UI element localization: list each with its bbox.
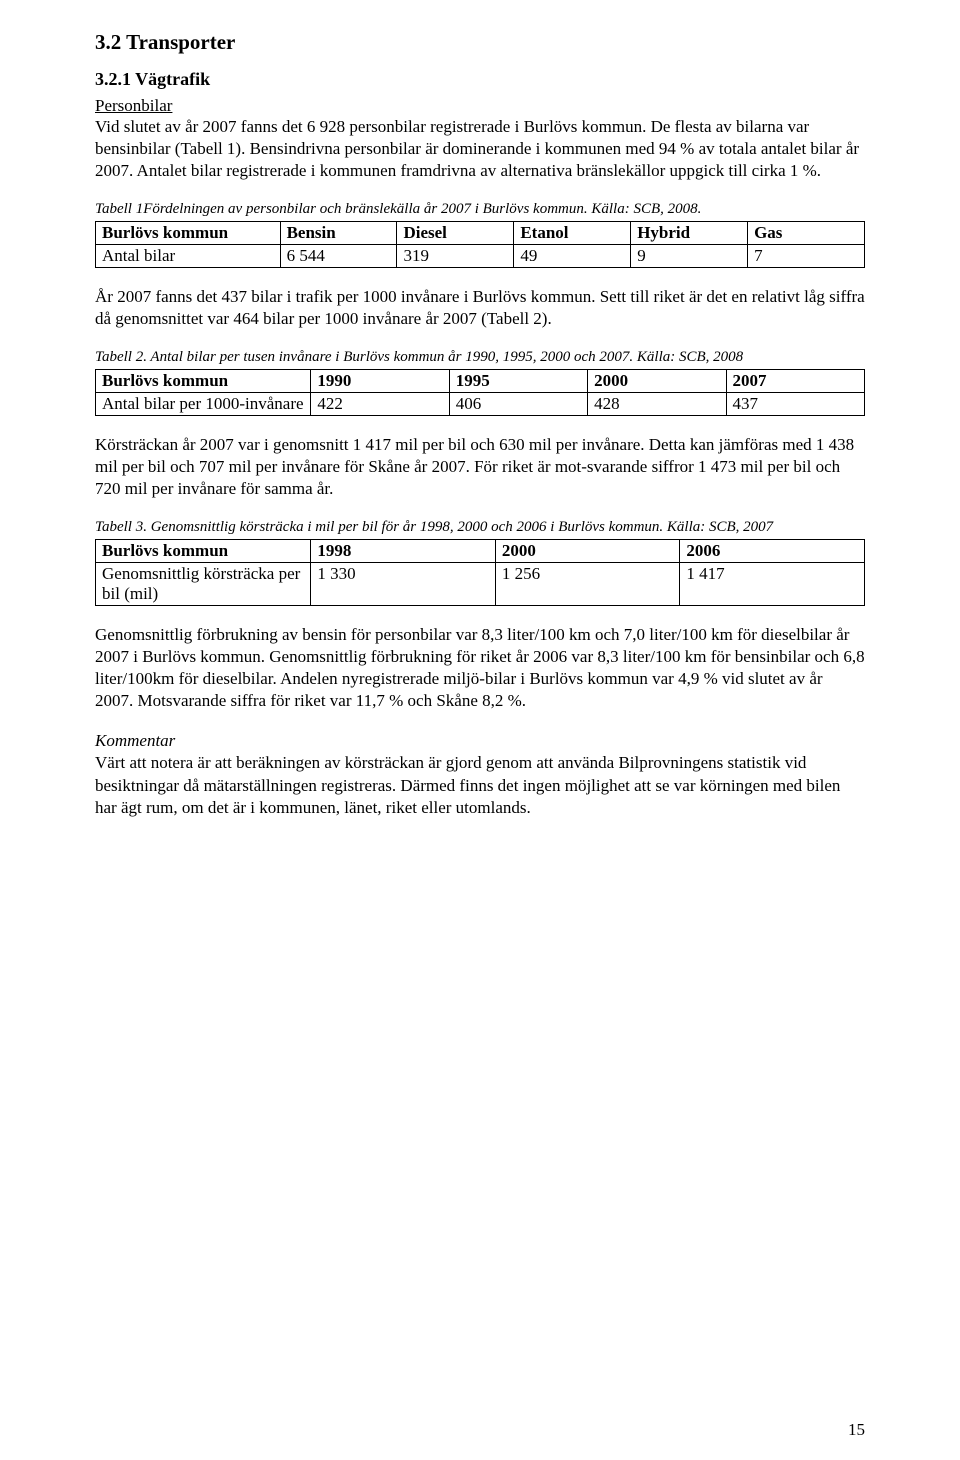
table-row-label: Genomsnittlig körsträcka per bil (mil) xyxy=(96,563,311,606)
table-header-cell: 1998 xyxy=(311,540,496,563)
table-header-cell: Etanol xyxy=(514,222,631,245)
table-header-cell: Diesel xyxy=(397,222,514,245)
paragraph-3: Körsträckan år 2007 var i genomsnitt 1 4… xyxy=(95,434,865,500)
table-cell: 406 xyxy=(449,392,587,415)
table-header-cell: Hybrid xyxy=(631,222,748,245)
table-cell: 1 256 xyxy=(495,563,680,606)
table-header-cell: Burlövs kommun xyxy=(96,222,281,245)
table-header-cell: 1990 xyxy=(311,369,449,392)
table-header-cell: Burlövs kommun xyxy=(96,540,311,563)
table-header-cell: Gas xyxy=(748,222,865,245)
intro-paragraph: Vid slutet av år 2007 fanns det 6 928 pe… xyxy=(95,116,865,182)
page-number: 15 xyxy=(848,1420,865,1440)
section-title: 3.2 Transporter xyxy=(95,30,865,55)
table-row-label: Antal bilar xyxy=(96,245,281,268)
table-header-cell: 1995 xyxy=(449,369,587,392)
kommentar: Kommentar Värt att notera är att beräkni… xyxy=(95,730,865,818)
paragraph-2: År 2007 fanns det 437 bilar i trafik per… xyxy=(95,286,865,330)
table-cell: 319 xyxy=(397,245,514,268)
table1: Burlövs kommunBensinDieselEtanolHybridGa… xyxy=(95,221,865,268)
kommentar-heading: Kommentar xyxy=(95,731,175,750)
table1-caption: Tabell 1Fördelningen av personbilar och … xyxy=(95,200,865,219)
table-cell: 49 xyxy=(514,245,631,268)
table3: Burlövs kommun199820002006 Genomsnittlig… xyxy=(95,539,865,606)
table-header-cell: 2007 xyxy=(726,369,864,392)
table-cell: 428 xyxy=(588,392,726,415)
table2-caption: Tabell 2. Antal bilar per tusen invånare… xyxy=(95,348,865,367)
table-cell: 9 xyxy=(631,245,748,268)
table-cell: 1 417 xyxy=(680,563,865,606)
personbilar-heading: Personbilar xyxy=(95,96,865,116)
table-header-cell: Burlövs kommun xyxy=(96,369,311,392)
paragraph-4: Genomsnittlig förbrukning av bensin för … xyxy=(95,624,865,712)
subsection-title: 3.2.1 Vägtrafik xyxy=(95,69,865,90)
table2: Burlövs kommun1990199520002007 Antal bil… xyxy=(95,369,865,416)
table-header-cell: 2000 xyxy=(495,540,680,563)
kommentar-body: Värt att notera är att beräkningen av kö… xyxy=(95,753,840,816)
table-cell: 6 544 xyxy=(280,245,397,268)
table-cell: 7 xyxy=(748,245,865,268)
table-header-cell: 2000 xyxy=(588,369,726,392)
table-header-cell: Bensin xyxy=(280,222,397,245)
document-page: 3.2 Transporter 3.2.1 Vägtrafik Personbi… xyxy=(0,0,960,1460)
table-row-label: Antal bilar per 1000-invånare xyxy=(96,392,311,415)
table3-caption: Tabell 3. Genomsnittlig körsträcka i mil… xyxy=(95,518,865,537)
table-header-cell: 2006 xyxy=(680,540,865,563)
table-cell: 1 330 xyxy=(311,563,496,606)
table-cell: 422 xyxy=(311,392,449,415)
table-cell: 437 xyxy=(726,392,864,415)
